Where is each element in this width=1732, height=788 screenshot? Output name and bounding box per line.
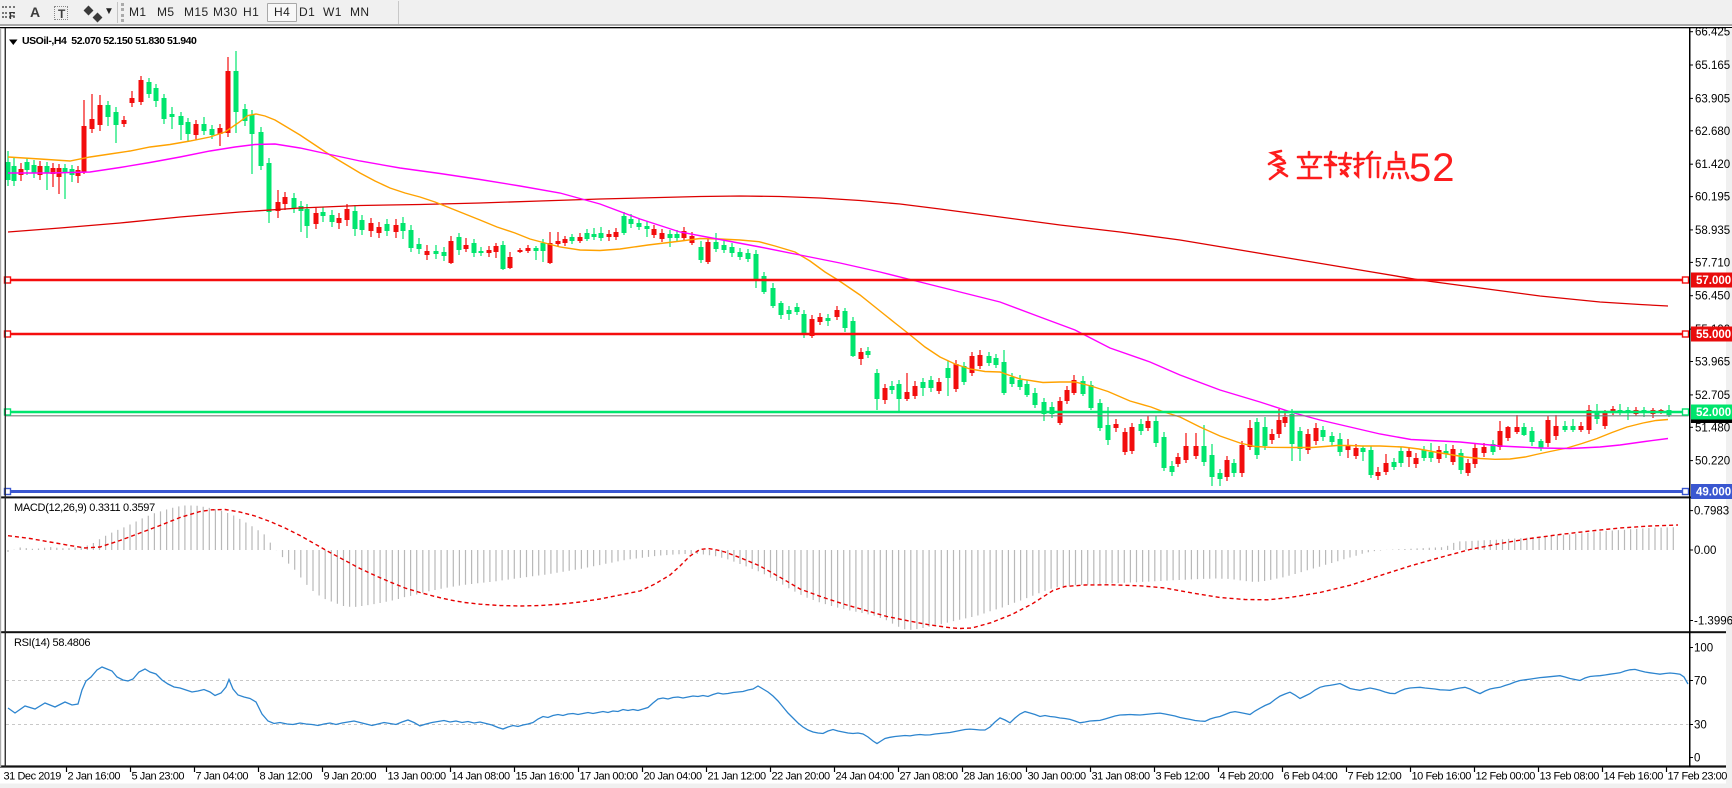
- svg-text:63.905: 63.905: [1695, 93, 1730, 105]
- svg-text:52.000: 52.000: [1696, 407, 1731, 419]
- svg-text:57.710: 57.710: [1695, 257, 1730, 269]
- svg-text:7 Feb 12:00: 7 Feb 12:00: [1348, 771, 1402, 783]
- svg-text:53.965: 53.965: [1695, 357, 1730, 369]
- svg-text:0.00: 0.00: [1694, 545, 1716, 557]
- svg-text:30 Jan 00:00: 30 Jan 00:00: [1028, 771, 1087, 783]
- svg-text:8 Jan 12:00: 8 Jan 12:00: [260, 771, 313, 783]
- svg-text:-1.3996: -1.3996: [1694, 616, 1732, 628]
- svg-text:70: 70: [1694, 676, 1707, 688]
- svg-text:5 Jan 23:00: 5 Jan 23:00: [132, 771, 185, 783]
- svg-text:56.450: 56.450: [1695, 291, 1730, 303]
- svg-text:0: 0: [1694, 753, 1700, 765]
- svg-text:61.420: 61.420: [1695, 159, 1730, 171]
- svg-text:15 Jan 16:00: 15 Jan 16:00: [516, 771, 575, 783]
- svg-text:MACD(12,26,9) 0.3311 0.3597: MACD(12,26,9) 0.3311 0.3597: [14, 502, 155, 514]
- svg-text:57.000: 57.000: [1696, 275, 1731, 287]
- svg-text:0.7983: 0.7983: [1694, 506, 1729, 518]
- svg-text:58.935: 58.935: [1695, 225, 1730, 237]
- svg-text:17 Jan 00:00: 17 Jan 00:00: [580, 771, 639, 783]
- svg-text:52.705: 52.705: [1695, 390, 1730, 402]
- svg-text:30: 30: [1694, 720, 1707, 732]
- svg-text:50.220: 50.220: [1695, 456, 1730, 468]
- svg-text:17 Feb 23:00: 17 Feb 23:00: [1668, 771, 1728, 783]
- svg-text:60.195: 60.195: [1695, 192, 1730, 204]
- svg-text:28 Jan 16:00: 28 Jan 16:00: [964, 771, 1023, 783]
- svg-text:12 Feb 00:00: 12 Feb 00:00: [1476, 771, 1536, 783]
- svg-text:13 Jan 00:00: 13 Jan 00:00: [388, 771, 447, 783]
- svg-text:49.000: 49.000: [1696, 487, 1731, 499]
- svg-text:3 Feb 12:00: 3 Feb 12:00: [1156, 771, 1210, 783]
- svg-text:100: 100: [1694, 643, 1713, 655]
- svg-text:52: 52: [1409, 146, 1456, 190]
- svg-text:10 Feb 16:00: 10 Feb 16:00: [1412, 771, 1472, 783]
- svg-text:2 Jan 16:00: 2 Jan 16:00: [68, 771, 121, 783]
- svg-text:62.680: 62.680: [1695, 126, 1730, 138]
- svg-text:4 Feb 20:00: 4 Feb 20:00: [1220, 771, 1274, 783]
- svg-text:22 Jan 20:00: 22 Jan 20:00: [772, 771, 831, 783]
- svg-text:24 Jan 04:00: 24 Jan 04:00: [836, 771, 895, 783]
- svg-text:27 Jan 08:00: 27 Jan 08:00: [900, 771, 959, 783]
- svg-text:RSI(14) 58.4806: RSI(14) 58.4806: [14, 637, 90, 649]
- svg-text:31 Dec 2019: 31 Dec 2019: [4, 771, 62, 783]
- svg-text:7 Jan 04:00: 7 Jan 04:00: [196, 771, 249, 783]
- svg-text:USOil-,H4 52.070 52.150 51.83: USOil-,H4 52.070 52.150 51.830 51.940: [22, 35, 197, 47]
- svg-text:21 Jan 12:00: 21 Jan 12:00: [708, 771, 767, 783]
- svg-text:66.425: 66.425: [1695, 27, 1730, 39]
- svg-text:6 Feb 04:00: 6 Feb 04:00: [1284, 771, 1338, 783]
- svg-text:14 Jan 08:00: 14 Jan 08:00: [452, 771, 511, 783]
- svg-text:51.480: 51.480: [1695, 422, 1730, 434]
- svg-text:13 Feb 08:00: 13 Feb 08:00: [1540, 771, 1600, 783]
- svg-text:14 Feb 16:00: 14 Feb 16:00: [1604, 771, 1664, 783]
- svg-text:65.165: 65.165: [1695, 60, 1730, 72]
- svg-text:9 Jan 20:00: 9 Jan 20:00: [324, 771, 377, 783]
- svg-text:20 Jan 04:00: 20 Jan 04:00: [644, 771, 703, 783]
- svg-text:55.000: 55.000: [1696, 329, 1731, 341]
- svg-text:31 Jan 08:00: 31 Jan 08:00: [1092, 771, 1151, 783]
